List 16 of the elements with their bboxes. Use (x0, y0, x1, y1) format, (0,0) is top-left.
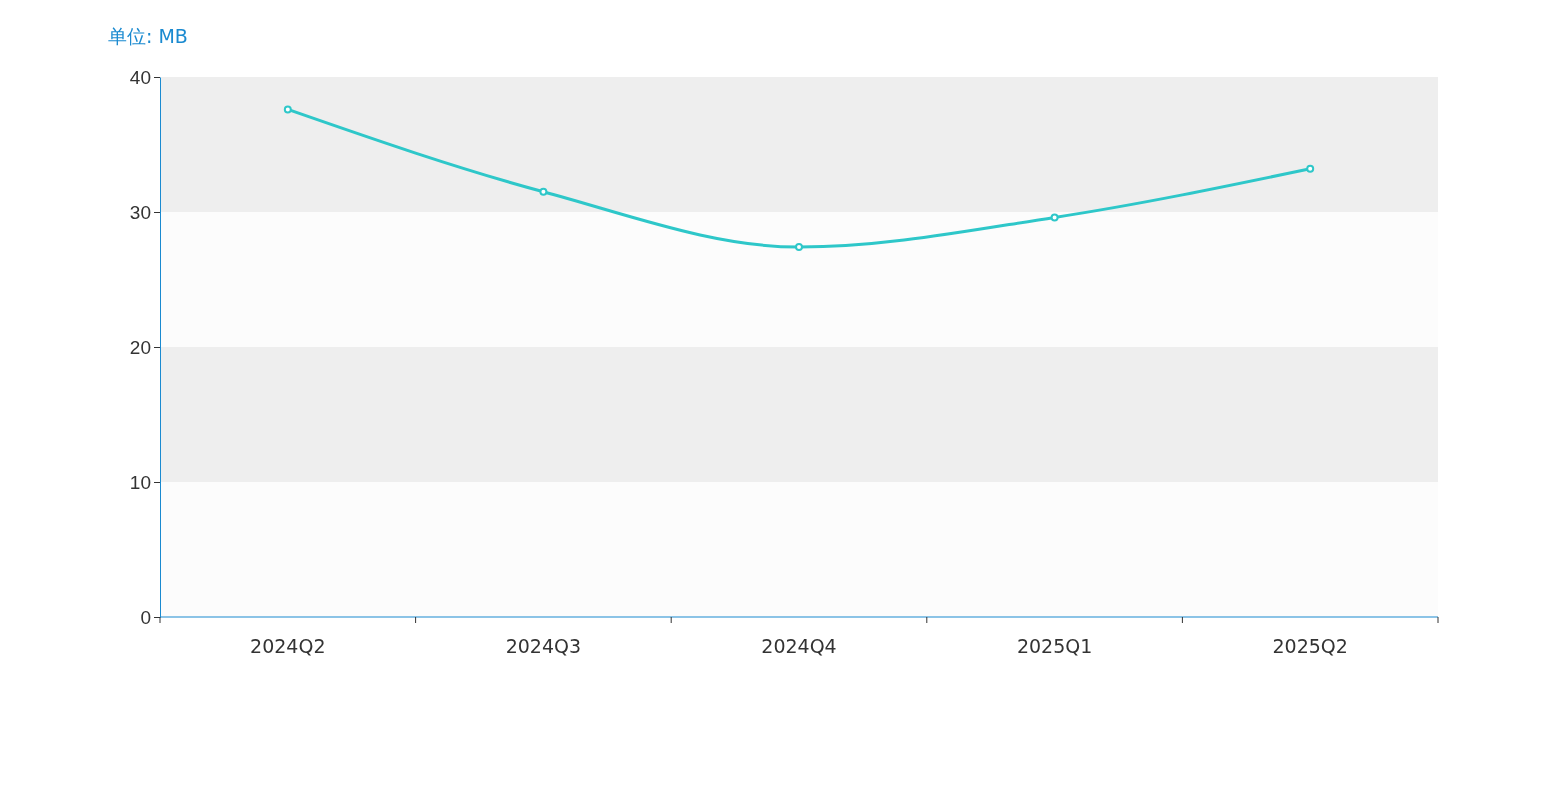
point (539, 187, 548, 196)
point (1306, 164, 1315, 173)
x-tick-label: 2024Q4 (761, 635, 837, 657)
x-tick-label: 2024Q3 (505, 635, 582, 657)
x-tick-label: 2024Q2 (250, 635, 326, 657)
point (795, 243, 803, 252)
point (1050, 213, 1059, 222)
x-tick-label: 2025Q1 (1016, 635, 1093, 657)
x-tick-label: 2025Q2 (1272, 635, 1348, 657)
y-tick-label: 20 (129, 336, 151, 358)
y-tick-label: 40 (129, 66, 151, 88)
y-tick-label: 0 (140, 606, 151, 628)
y-axis-title: 单位: MB (108, 25, 188, 47)
y-tick-label: 10 (129, 471, 151, 493)
y-tick-label: 30 (129, 201, 151, 223)
point (283, 105, 292, 114)
